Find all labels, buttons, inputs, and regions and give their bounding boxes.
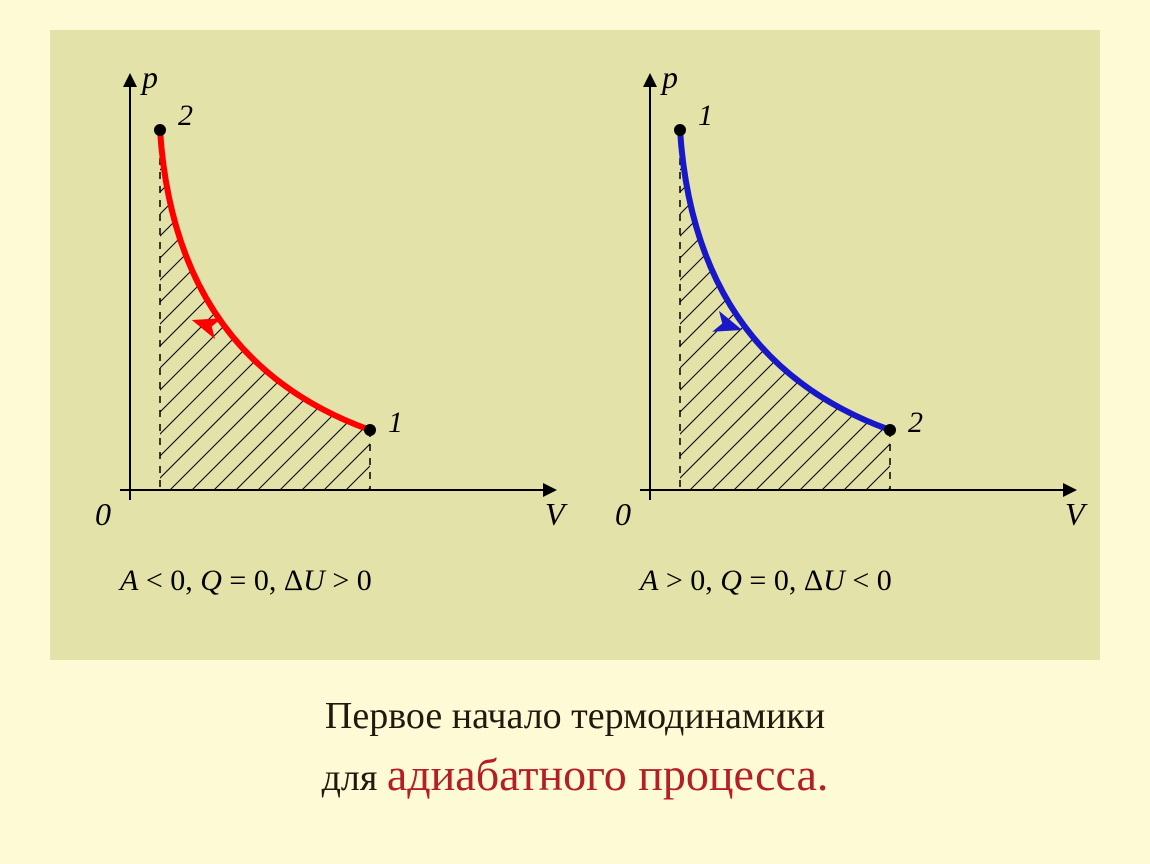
x-axis-label: V	[545, 496, 568, 532]
adiabat-curve	[160, 130, 370, 430]
y-axis-label: p	[140, 59, 158, 95]
bottom-point-label: 1	[388, 406, 403, 439]
y-axis-label: p	[660, 59, 678, 95]
charts-svg: p V 0 2 1 A < 0, Q = 0, ΔU > 0	[50, 30, 1100, 660]
equation-right: A > 0, Q = 0, ΔU < 0	[638, 564, 892, 597]
caption-line2-suffix: .	[817, 749, 829, 800]
caption: Первое начало термодинамики для адиабатн…	[0, 690, 1150, 808]
point-top	[154, 124, 166, 136]
x-axis-label: V	[1065, 496, 1088, 532]
charts-panel: p V 0 2 1 A < 0, Q = 0, ΔU > 0	[50, 30, 1100, 660]
point-bottom	[884, 424, 896, 436]
adiabat-curve	[680, 130, 890, 430]
caption-line2-highlight: адиабатного процесса	[387, 749, 817, 800]
left-chart: p V 0 2 1 A < 0, Q = 0, ΔU > 0	[50, 59, 788, 597]
caption-line1: Первое начало термодинамики	[325, 695, 825, 737]
right-chart: p V 0 1 2 A > 0, Q = 0, ΔU < 0	[250, 59, 1100, 597]
origin-label: 0	[95, 496, 111, 532]
bottom-point-label: 2	[908, 406, 923, 439]
caption-line2-prefix: для	[322, 757, 387, 799]
point-top	[674, 124, 686, 136]
equation-left: A < 0, Q = 0, ΔU > 0	[118, 564, 372, 597]
point-bottom	[364, 424, 376, 436]
top-point-label: 1	[698, 99, 713, 132]
top-point-label: 2	[178, 99, 193, 132]
origin-label: 0	[615, 496, 631, 532]
